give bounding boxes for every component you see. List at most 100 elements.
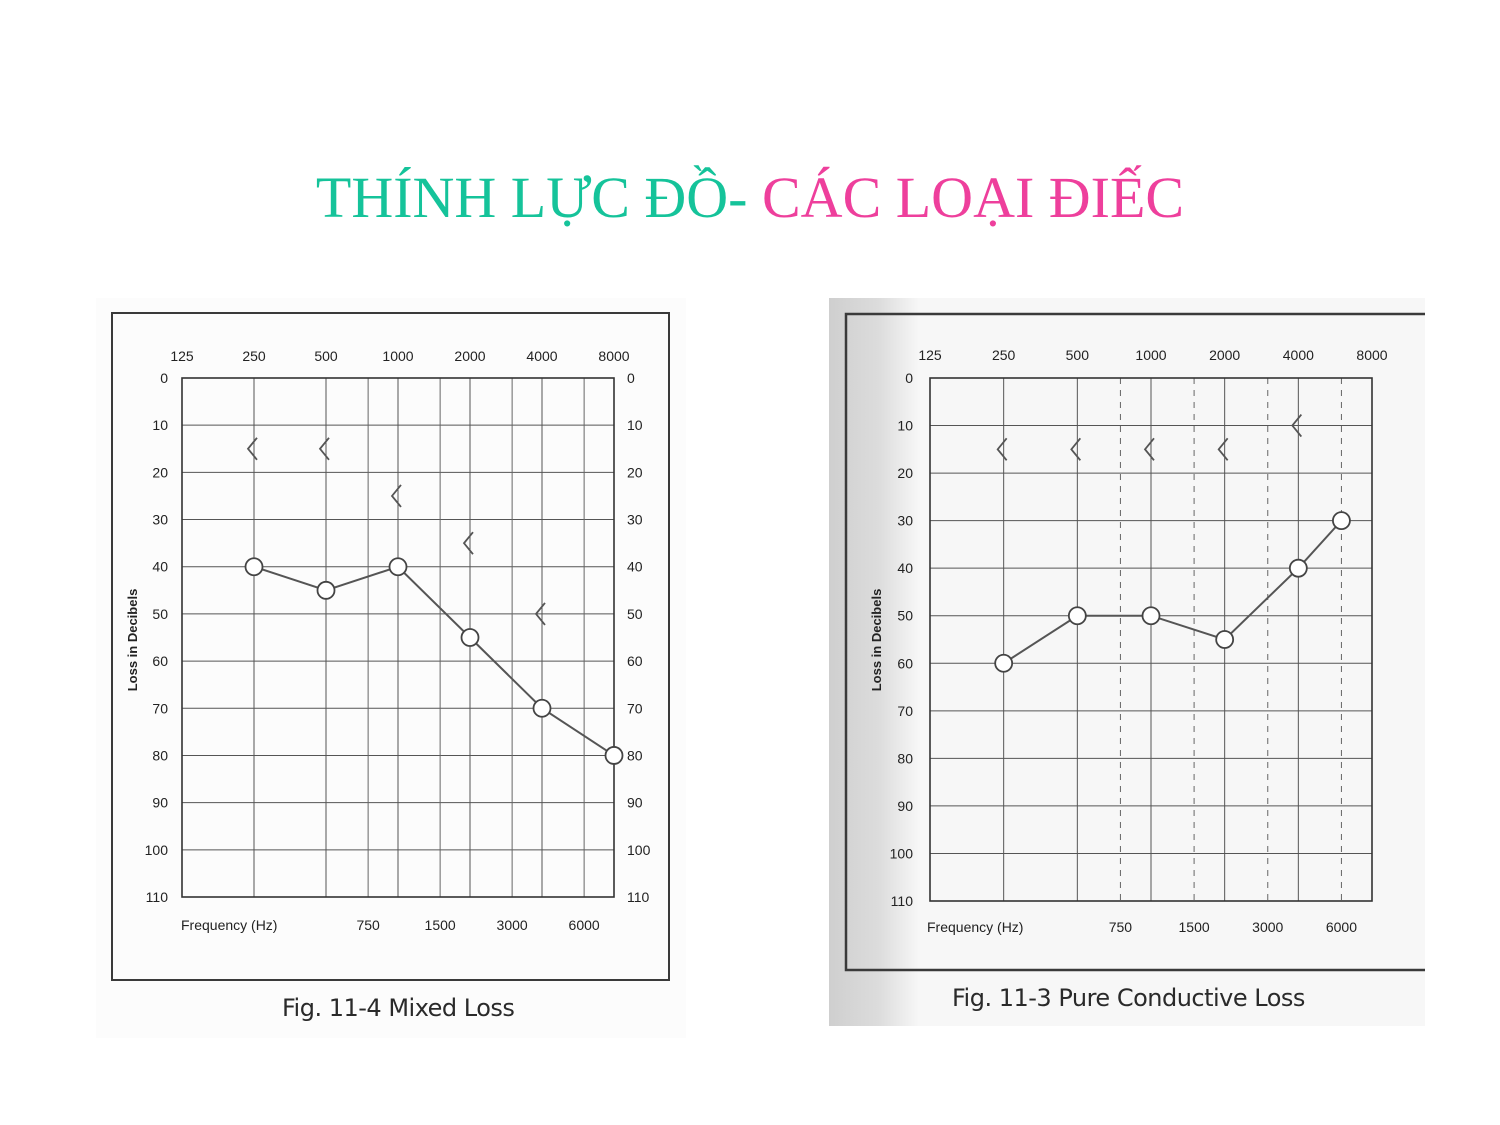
- y-tick-label-left: 80: [897, 750, 913, 766]
- y-tick-label-left: 100: [145, 842, 169, 858]
- y-tick-label-right: 70: [627, 700, 643, 716]
- y-tick-label-left: 70: [897, 703, 913, 719]
- data-point-circle: [244, 557, 264, 577]
- y-tick-label-left: 110: [891, 893, 914, 909]
- data-point-bracket: [462, 531, 474, 555]
- scanned-figure-right-background: [829, 298, 1425, 1026]
- data-point-bracket: [1070, 437, 1082, 461]
- top-frequency-label: 8000: [1356, 347, 1387, 363]
- top-frequency-label: 250: [992, 347, 1016, 363]
- plot-border: [181, 377, 615, 898]
- y-tick-label-right: 100: [627, 842, 651, 858]
- y-tick-label-right: 40: [627, 559, 643, 575]
- top-frequency-label: 2000: [1209, 347, 1240, 363]
- data-point-circle: [1067, 606, 1087, 626]
- y-tick-label-left: 40: [897, 560, 913, 576]
- data-point-bracket: [1217, 437, 1229, 461]
- y-tick-label-left: 10: [897, 418, 913, 434]
- y-tick-label-left: 0: [160, 370, 168, 386]
- figure-caption-pure-conductive-loss: Fig. 11-3 Pure Conductive Loss: [952, 984, 1305, 1012]
- bottom-frequency-label: 6000: [569, 917, 600, 933]
- data-point-bracket: [996, 437, 1008, 461]
- y-tick-label-right: 0: [627, 370, 635, 386]
- data-point-bracket: [318, 437, 330, 461]
- data-point-circle: [1288, 558, 1308, 578]
- x-axis-label: Frequency (Hz): [181, 917, 277, 933]
- top-frequency-label: 4000: [1283, 347, 1314, 363]
- y-tick-label-left: 100: [890, 845, 914, 861]
- bottom-frequency-label: 3000: [497, 917, 528, 933]
- bottom-frequency-label: 750: [1109, 919, 1133, 935]
- top-frequency-label: 2000: [454, 348, 485, 364]
- y-tick-label-left: 0: [905, 370, 913, 386]
- scanned-figure-left-background: [96, 298, 686, 1038]
- y-axis-label: Loss in Decibels: [125, 589, 140, 692]
- figure-frame: [111, 312, 670, 981]
- data-point-bracket: [534, 602, 546, 626]
- series-line-air-conduction: [253, 565, 615, 757]
- bottom-frequency-label: 1500: [1179, 919, 1210, 935]
- y-tick-label-left: 80: [152, 747, 168, 763]
- y-tick-label-left: 10: [152, 417, 168, 433]
- top-frequency-label: 500: [314, 348, 338, 364]
- slide-title-part-1: THÍNH LỰC ĐỒ-: [315, 165, 748, 230]
- y-tick-label-left: 50: [152, 606, 168, 622]
- bottom-frequency-label: 1500: [425, 917, 456, 933]
- data-point-circle: [316, 580, 336, 600]
- y-tick-label-left: 20: [152, 464, 168, 480]
- y-tick-label-left: 90: [897, 798, 913, 814]
- y-tick-label-right: 50: [627, 606, 643, 622]
- y-tick-label-left: 110: [146, 889, 169, 905]
- data-point-circle: [460, 628, 480, 647]
- data-point-bracket: [390, 484, 402, 508]
- y-tick-label-right: 80: [627, 747, 643, 763]
- top-frequency-label: 125: [918, 347, 942, 363]
- data-point-circle: [388, 557, 408, 577]
- y-tick-label-right: 110: [627, 889, 650, 905]
- figure-frame: [844, 312, 1425, 972]
- y-tick-label-left: 30: [897, 513, 913, 529]
- data-point-bracket: [1143, 437, 1155, 461]
- y-tick-label-left: 70: [152, 700, 168, 716]
- data-point-bracket: [246, 437, 258, 461]
- series-line-air-conduction: [1003, 519, 1343, 665]
- plot-border: [929, 377, 1373, 902]
- bottom-frequency-label: 3000: [1252, 919, 1283, 935]
- audiogram-pure-conductive-loss: 125 250 500 1000 2000 4000 8000 0 10 20 30 40 50 60 70…: [844, 312, 1425, 972]
- data-point-circle: [1332, 511, 1351, 531]
- y-tick-label-left: 90: [152, 795, 168, 811]
- y-tick-label-left: 40: [152, 559, 168, 575]
- y-tick-label-right: 10: [627, 417, 643, 433]
- y-tick-label-left: 30: [152, 512, 168, 528]
- x-axis-label: Frequency (Hz): [927, 919, 1023, 935]
- bottom-frequency-label: 6000: [1326, 919, 1357, 935]
- y-tick-label-right: 30: [627, 512, 643, 528]
- top-frequency-label: 1000: [382, 348, 413, 364]
- audiogram-mixed-loss: 125 250 500 1000 2000 4000 8000 0 0 10 10 20 20 30 30 4…: [111, 312, 670, 981]
- y-tick-label-left: 20: [897, 465, 913, 481]
- top-frequency-label: 1000: [1135, 347, 1166, 363]
- y-axis-label: Loss in Decibels: [869, 589, 884, 692]
- top-frequency-label: 250: [242, 348, 266, 364]
- y-tick-label-left: 60: [897, 655, 913, 671]
- data-point-circle: [532, 698, 552, 718]
- figure-caption-mixed-loss: Fig. 11-4 Mixed Loss: [282, 994, 515, 1022]
- top-frequency-label: 4000: [526, 348, 557, 364]
- slide-title: THÍNH LỰC ĐỒ- CÁC LOẠI ĐIẾC: [0, 160, 1500, 236]
- data-point-circle: [1215, 630, 1235, 649]
- data-point-circle: [994, 653, 1014, 673]
- y-tick-label-right: 60: [627, 653, 643, 669]
- data-point-bracket: [1291, 413, 1303, 438]
- top-frequency-label: 125: [170, 348, 194, 364]
- y-tick-label-left: 50: [897, 608, 913, 624]
- top-frequency-label: 500: [1066, 347, 1090, 363]
- y-tick-label-right: 20: [627, 464, 643, 480]
- data-point-circle: [604, 746, 624, 765]
- y-tick-label-left: 60: [152, 653, 168, 669]
- y-tick-label-right: 90: [627, 795, 643, 811]
- top-frequency-label: 8000: [598, 348, 629, 364]
- scan-shadow-edge: [829, 298, 919, 1026]
- bottom-frequency-label: 750: [356, 917, 380, 933]
- data-point-circle: [1141, 606, 1161, 626]
